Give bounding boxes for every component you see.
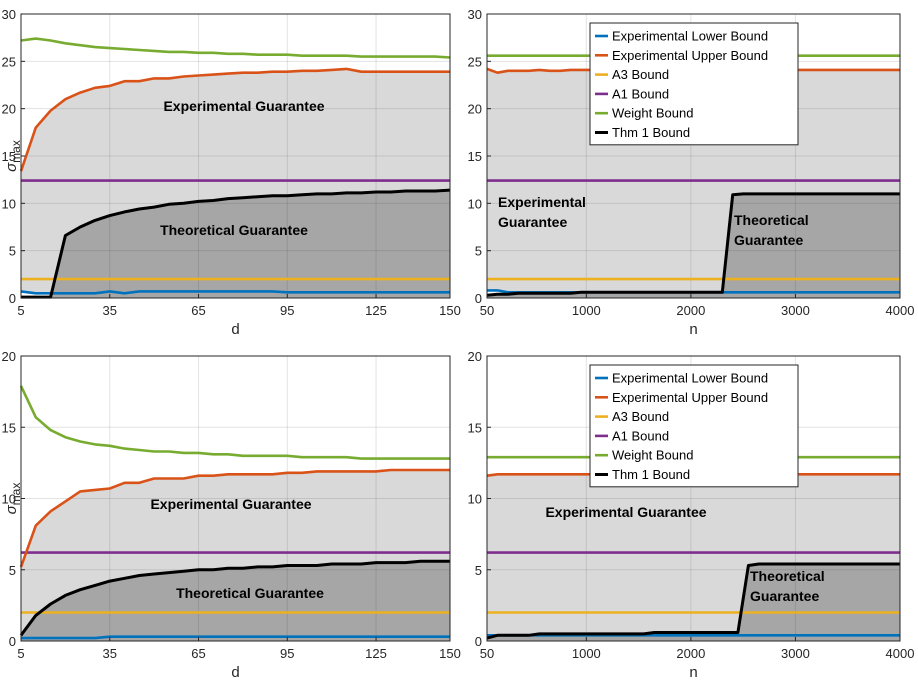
y-tick-label: 10 <box>2 492 16 507</box>
legend-entry: A3 Bound <box>612 409 669 424</box>
x-tick-label: 2000 <box>676 646 705 661</box>
y-tick-label: 0 <box>475 634 482 649</box>
theoretical-guarantee-label: Theoretical Guarantee <box>160 222 308 238</box>
series-line-weight <box>20 37 451 59</box>
x-tick-label: 1000 <box>572 646 601 661</box>
x-axis-label: d <box>231 321 239 338</box>
series-line-thm1 <box>486 192 900 297</box>
x-tick-label: 150 <box>439 646 461 661</box>
experimental-guarantee-label: Experimental Guarantee <box>163 98 324 114</box>
y-tick-label: 30 <box>2 7 16 22</box>
experimental-guarantee-label: Experimental Guarantee <box>498 194 586 230</box>
y-tick-label: 25 <box>2 54 16 69</box>
series-line-thm1 <box>19 559 450 637</box>
legend-entry: Thm 1 Bound <box>612 125 690 140</box>
y-tick-label: 20 <box>2 102 16 117</box>
y-tick-label: 20 <box>468 102 482 117</box>
y-tick-label: 5 <box>9 563 16 578</box>
y-tick-label: 10 <box>468 196 482 211</box>
legend-entry: Experimental Upper Bound <box>612 390 768 405</box>
series-line-thm1 <box>486 562 900 640</box>
legend-entry: A1 Bound <box>612 86 669 101</box>
theoretical-guarantee-label: Theoretical Guarantee <box>734 212 809 248</box>
chart-panel-1: 5 35 65 95 125 150051015202530dσmaxExperiment… <box>2 7 461 338</box>
chart-panel-2: 50 1000 2000 3000 4000 0 5 10 15 20 25 30 n Experimen… <box>468 7 915 338</box>
theoretical-region <box>21 190 450 298</box>
theoretical-guarantee-label: Theoretical Guarantee <box>750 568 825 604</box>
y-tick-label: 15 <box>2 420 16 435</box>
x-tick-label: 35 <box>103 303 117 318</box>
x-tick-label: 95 <box>280 646 294 661</box>
y-tick-label: 10 <box>2 196 16 211</box>
x-tick-label: 5 <box>17 303 24 318</box>
y-tick-label: 5 <box>9 244 16 259</box>
y-axis-label: σmax <box>3 483 23 515</box>
series-line-weight <box>19 385 450 460</box>
y-tick-label: 5 <box>475 244 482 259</box>
x-tick-label: 4000 <box>886 646 915 661</box>
experimental-guarantee-label: Experimental Guarantee <box>150 496 311 512</box>
legend-entry: A1 Bound <box>612 428 669 443</box>
series-line-lower <box>21 635 450 640</box>
experimental-guarantee-label: Experimental Guarantee <box>545 504 706 520</box>
y-tick-label: 30 <box>468 7 482 22</box>
x-tick-label: 35 <box>103 646 117 661</box>
x-tick-label: 150 <box>439 303 461 318</box>
x-tick-label: 2000 <box>676 303 705 318</box>
legend-box <box>589 22 799 146</box>
x-axis-label: d <box>231 664 239 681</box>
y-tick-label: 15 <box>468 149 482 164</box>
legend-entry: Experimental Upper Bound <box>612 48 768 63</box>
theoretical-region <box>487 193 900 298</box>
theoretical-guarantee-label: Theoretical Guarantee <box>176 585 324 601</box>
x-tick-label: 125 <box>365 303 387 318</box>
y-tick-label: 10 <box>468 492 482 507</box>
y-tick-label: 0 <box>475 291 482 306</box>
chart-panel-4: 50 1000 2000 3000 4000 0 5 10 15 20 n Experimental … <box>468 349 915 681</box>
x-tick-label: 5 <box>17 646 24 661</box>
x-tick-label: 4000 <box>886 303 915 318</box>
x-tick-label: 95 <box>280 303 294 318</box>
theoretical-region <box>487 564 900 641</box>
series-line-upper <box>19 67 450 172</box>
y-tick-label: 5 <box>475 563 482 578</box>
x-tick-label: 3000 <box>781 303 810 318</box>
theoretical-region <box>21 561 450 641</box>
y-axis-label: σmax <box>3 140 23 172</box>
legend-entry: A3 Bound <box>612 67 669 82</box>
legend: Experimental Lower Bound Experimental Upp… <box>589 22 799 146</box>
x-tick-label: 65 <box>191 646 205 661</box>
legend-entry: Weight Bound <box>612 106 693 121</box>
legend-entry: Experimental Lower Bound <box>612 371 768 386</box>
legend-box <box>589 364 799 488</box>
y-tick-label: 0 <box>9 291 16 306</box>
x-tick-label: 50 <box>480 303 494 318</box>
y-tick-label: 15 <box>468 420 482 435</box>
legend: Experimental Lower Bound Experimental Upp… <box>589 364 799 488</box>
x-tick-label: 50 <box>480 646 494 661</box>
y-tick-label: 0 <box>9 634 16 649</box>
legend-entry: Experimental Lower Bound <box>612 29 768 44</box>
x-tick-label: 125 <box>365 646 387 661</box>
x-tick-label: 1000 <box>572 303 601 318</box>
x-tick-label: 65 <box>191 303 205 318</box>
y-tick-label: 20 <box>468 349 482 364</box>
y-tick-label: 15 <box>2 149 16 164</box>
legend-entry: Thm 1 Bound <box>612 467 690 482</box>
x-tick-label: 3000 <box>781 646 810 661</box>
series-line-thm1 <box>21 188 451 299</box>
x-axis-label: n <box>689 321 697 338</box>
y-tick-label: 25 <box>468 54 482 69</box>
series-line-lower <box>20 290 450 295</box>
series-line-upper <box>19 468 450 568</box>
legend-entry: Weight Bound <box>612 448 693 463</box>
x-axis-label: n <box>689 664 697 681</box>
y-tick-label: 20 <box>2 349 16 364</box>
